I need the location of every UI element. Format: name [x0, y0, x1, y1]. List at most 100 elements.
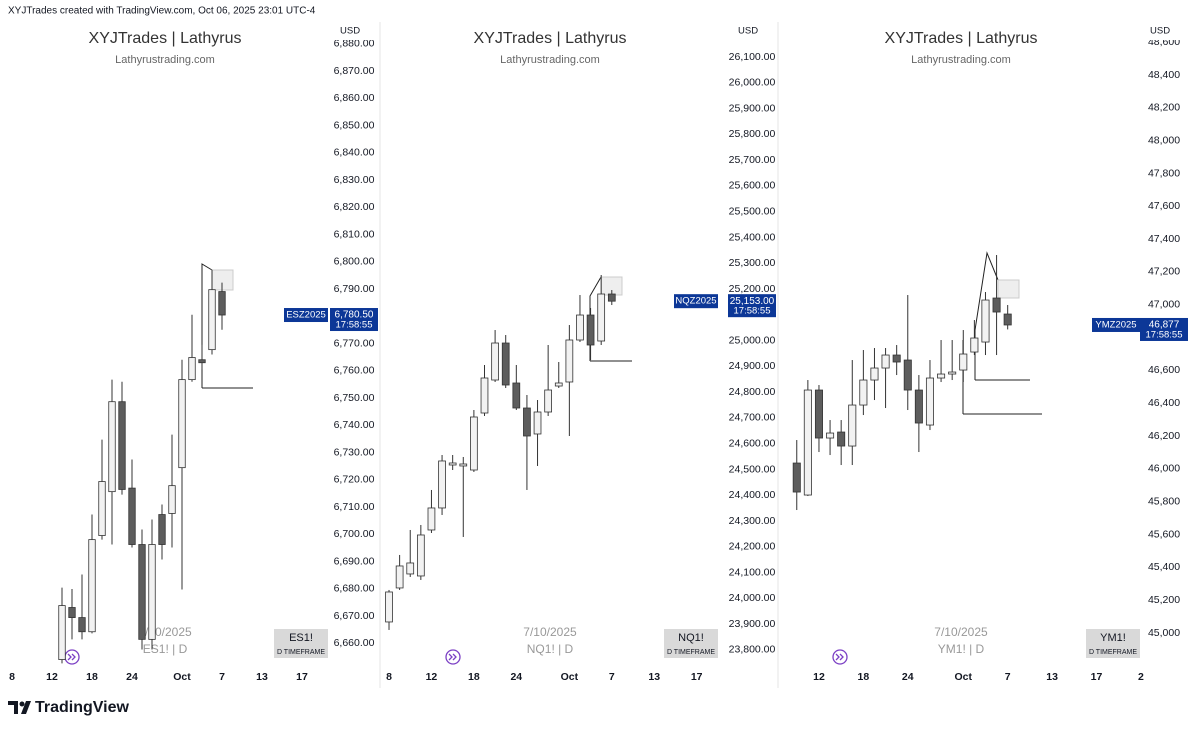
candle-body: [848, 404, 857, 447]
countdown: 17:58:55: [1146, 329, 1183, 340]
caption: XYJTrades created with TradingView.com, …: [8, 6, 316, 17]
currency-box: [728, 22, 776, 40]
y-tick-label: 46,200: [1148, 430, 1180, 442]
candle-body: [959, 353, 968, 371]
candle-body: [523, 407, 531, 437]
y-tick-label: 6,750.00: [334, 392, 375, 404]
watermark-symbol: YM1! | D: [938, 642, 985, 656]
x-tick-label: 2: [1138, 671, 1144, 683]
chart-subtitle: Lathyrustrading.com: [500, 54, 600, 66]
y-tick-label: 24,800.00: [729, 386, 776, 398]
y-tick-label: 24,300.00: [729, 515, 776, 527]
watermark-date: 7/10/2025: [523, 625, 577, 639]
x-tick-label: 8: [386, 671, 392, 683]
x-tick-label: 7: [219, 671, 225, 683]
watermark-date: 7/10/2025: [138, 625, 192, 639]
replay-icon[interactable]: [445, 649, 461, 665]
candle-body: [792, 462, 801, 493]
x-tick-label: 8: [9, 671, 15, 683]
candle-body: [554, 382, 563, 387]
y-tick-label: 6,670.00: [334, 610, 375, 622]
y-tick-label: 46,400: [1148, 397, 1180, 409]
y-tick-label: 45,600: [1148, 528, 1180, 540]
candle-body: [148, 544, 156, 640]
x-tick-label: 13: [1046, 671, 1058, 683]
y-tick-label: 46,000: [1148, 463, 1180, 475]
candle-body: [108, 401, 116, 493]
x-tick-label: 7: [1005, 671, 1011, 683]
symbol-label: YMZ2025: [1095, 319, 1136, 330]
y-tick-label: 47,200: [1148, 266, 1180, 278]
candle-body: [914, 389, 923, 424]
y-tick-label: 26,100.00: [729, 51, 776, 63]
x-tick-label: 24: [902, 671, 914, 683]
y-tick-label: 25,000.00: [729, 334, 776, 346]
candle-body: [470, 416, 478, 471]
brand-logo: [8, 701, 31, 714]
logo-shape: [21, 701, 31, 714]
candle-body: [870, 367, 879, 381]
candle-body: [98, 481, 106, 536]
y-tick-label: 47,000: [1148, 299, 1180, 311]
candle-body: [586, 314, 595, 346]
y-tick-label: 6,830.00: [334, 174, 375, 186]
x-tick-label: 13: [256, 671, 268, 683]
y-tick-label: 6,760.00: [334, 365, 375, 377]
badge-timeframe: D TIMEFRAME: [277, 649, 325, 656]
y-tick-label: 25,400.00: [729, 231, 776, 243]
countdown: 17:58:55: [336, 320, 373, 331]
candle-body: [992, 297, 1001, 313]
badge: [664, 629, 718, 658]
candle-body: [533, 411, 542, 435]
candle-body: [158, 514, 166, 545]
candle-body: [168, 485, 176, 514]
candle-body: [576, 314, 584, 341]
y-tick-label: 24,600.00: [729, 438, 776, 450]
trend-drawing: [974, 251, 999, 380]
candle-body: [859, 379, 868, 406]
y-tick-label: 24,100.00: [729, 566, 776, 578]
symbol-label-box: [284, 308, 328, 323]
candle-body: [607, 293, 616, 302]
symbol-label-box: [1092, 317, 1140, 332]
badge: [274, 629, 328, 658]
x-tick-label: Oct: [173, 671, 191, 683]
x-tick-label: Oct: [561, 671, 579, 683]
candle-body: [88, 539, 96, 633]
chart-title: XYJTrades | Lathyrus: [474, 30, 627, 47]
y-tick-label: 25,800.00: [729, 128, 776, 140]
y-tick-label: 24,700.00: [729, 412, 776, 424]
candle-body: [837, 431, 846, 447]
x-tick-label: 13: [648, 671, 660, 683]
range-box: [997, 279, 1020, 299]
y-tick-label: 6,870.00: [334, 65, 375, 77]
y-tick-label: 25,600.00: [729, 180, 776, 192]
candle-body: [892, 354, 901, 363]
y-tick-label: 25,500.00: [729, 206, 776, 218]
candle-body: [970, 337, 979, 353]
currency: USD: [1150, 26, 1170, 37]
candle-body: [826, 432, 835, 439]
currency: USD: [738, 26, 758, 37]
y-tick-label: 23,900.00: [729, 618, 776, 630]
watermark-symbol: ES1! | D: [143, 642, 188, 656]
y-tick-label: 6,880.00: [334, 38, 375, 50]
y-tick-label: 6,790.00: [334, 283, 375, 295]
badge-symbol: YM1!: [1100, 632, 1126, 644]
symbol-label: ESZ2025: [286, 310, 326, 321]
replay-arrow: [67, 653, 76, 661]
candle-body: [178, 379, 186, 469]
price-label-box: [330, 308, 378, 332]
candle-body: [406, 562, 415, 575]
y-tick-label: 25,300.00: [729, 257, 776, 269]
price-label: 46,877: [1149, 320, 1180, 331]
candle-body: [118, 401, 126, 490]
price-label-box: [728, 294, 776, 318]
replay-icon[interactable]: [832, 649, 848, 665]
candle-body: [438, 460, 446, 509]
y-tick-label: 25,700.00: [729, 154, 776, 166]
y-tick-label: 46,600: [1148, 364, 1180, 376]
chart-title: XYJTrades | Lathyrus: [885, 30, 1038, 47]
